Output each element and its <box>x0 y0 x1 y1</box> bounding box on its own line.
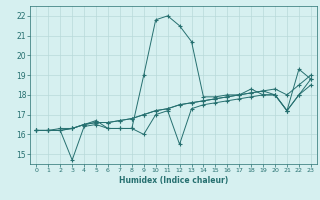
X-axis label: Humidex (Indice chaleur): Humidex (Indice chaleur) <box>119 176 228 185</box>
